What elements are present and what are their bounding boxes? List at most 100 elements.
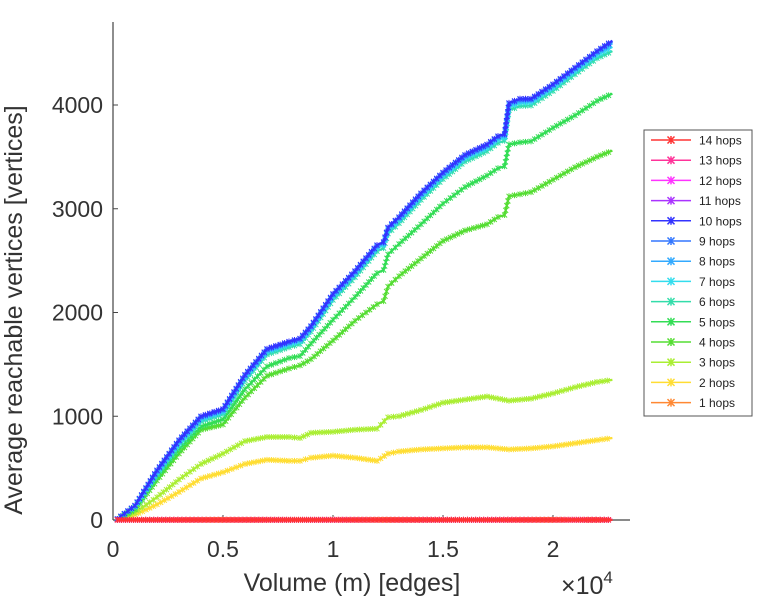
series-marker	[458, 229, 465, 236]
series-marker	[557, 120, 564, 127]
series-marker	[462, 151, 468, 158]
legend-marker	[666, 297, 676, 306]
series-marker	[561, 170, 567, 177]
series-marker	[447, 195, 454, 202]
series-marker	[517, 139, 523, 146]
series-marker	[539, 88, 545, 95]
y-tick-label: 0	[90, 507, 103, 533]
series-marker	[385, 450, 391, 457]
series-marker	[568, 166, 575, 173]
series-marker	[576, 439, 583, 446]
series-marker	[220, 469, 226, 476]
series-marker	[315, 312, 322, 319]
series-marker	[458, 186, 465, 193]
series-marker	[198, 413, 204, 420]
series-marker	[579, 107, 586, 114]
series-marker	[454, 189, 461, 196]
series-marker	[599, 436, 605, 443]
series-marker	[311, 353, 317, 360]
legend-label: 14 hops	[699, 134, 742, 148]
series-marker	[291, 354, 298, 361]
series-marker	[495, 133, 501, 140]
series-marker	[473, 146, 479, 153]
series-marker	[579, 59, 586, 66]
y-tick-label: 3000	[52, 196, 103, 222]
series-marker	[558, 442, 565, 449]
series-marker	[505, 145, 511, 152]
series-marker	[605, 92, 612, 99]
series-marker	[535, 90, 542, 97]
series-line	[116, 92, 613, 521]
series-marker	[572, 384, 578, 391]
series-marker	[321, 429, 328, 436]
legend-label: 5 hops	[699, 315, 735, 329]
series-marker	[277, 368, 284, 375]
series-marker	[597, 152, 604, 159]
legend-label: 2 hops	[699, 376, 735, 390]
series-marker	[312, 429, 319, 436]
series-marker	[475, 394, 482, 401]
series-marker	[390, 413, 397, 420]
series-marker	[568, 114, 575, 121]
series-marker	[125, 507, 131, 514]
series-marker	[572, 164, 578, 171]
series-marker	[575, 162, 582, 169]
series-marker	[479, 394, 486, 401]
series-marker	[535, 185, 542, 191]
series-marker	[503, 117, 510, 124]
series-marker	[542, 129, 549, 136]
series-marker	[564, 168, 571, 175]
series-marker	[466, 444, 473, 451]
series-marker	[470, 225, 477, 232]
series-marker	[470, 395, 477, 402]
series-marker	[317, 348, 324, 355]
series-marker	[528, 395, 534, 402]
series-marker	[352, 454, 358, 461]
series-marker	[443, 197, 450, 204]
series-marker	[564, 116, 571, 123]
series-marker	[323, 342, 330, 349]
x-tick-label: 1	[327, 536, 340, 562]
legend-marker	[666, 398, 676, 407]
series-marker	[462, 227, 468, 234]
series-marker	[194, 477, 201, 484]
series-marker	[541, 392, 548, 399]
series-marker	[585, 438, 592, 445]
series-marker	[173, 440, 180, 447]
series-marker	[187, 482, 193, 489]
series-marker	[168, 447, 175, 454]
series-marker	[383, 288, 390, 295]
series-marker	[183, 471, 190, 478]
series-marker	[291, 457, 298, 464]
series-3-hops	[114, 377, 613, 523]
series-marker	[163, 453, 170, 460]
series-marker	[314, 350, 321, 357]
legend-marker	[666, 358, 676, 367]
series-marker	[366, 306, 373, 313]
series-marker	[297, 457, 303, 464]
series-marker	[487, 138, 494, 145]
series-marker	[250, 436, 257, 443]
series-marker	[302, 456, 309, 463]
series-marker	[242, 438, 248, 445]
series-marker	[451, 232, 457, 239]
y-tick-label: 4000	[52, 92, 103, 118]
series-marker	[550, 176, 556, 183]
series-marker	[322, 301, 329, 308]
series-marker	[268, 344, 275, 351]
series-marker	[409, 409, 416, 416]
series-marker	[580, 382, 587, 389]
series-marker	[374, 242, 380, 249]
series-marker	[352, 426, 358, 433]
series-marker	[327, 340, 333, 347]
series-marker	[444, 445, 451, 452]
series-marker	[232, 399, 239, 406]
series-marker	[454, 230, 461, 237]
legend-label: 8 hops	[699, 255, 735, 269]
series-marker	[506, 193, 512, 200]
series-marker	[491, 216, 498, 223]
series-marker	[585, 381, 592, 388]
series-marker	[224, 399, 231, 406]
series-marker	[233, 385, 240, 392]
series-marker	[475, 444, 482, 451]
